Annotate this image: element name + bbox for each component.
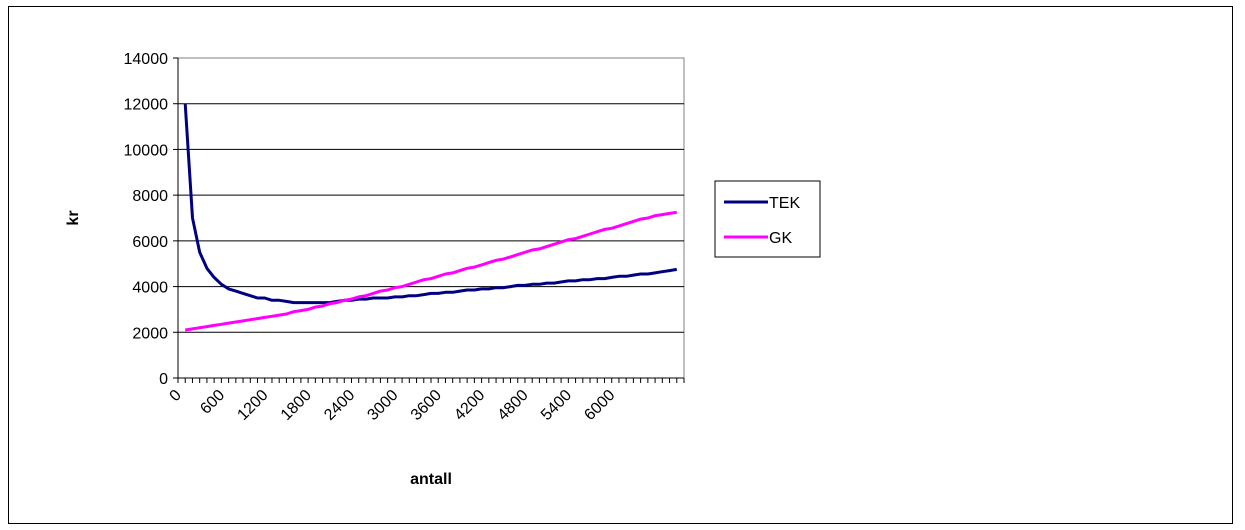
- y-tick-label: 6000: [132, 234, 168, 251]
- y-tick-label: 0: [159, 371, 168, 388]
- legend-label-gk: GK: [769, 230, 792, 247]
- series-layer: [183, 103, 678, 332]
- series-line-gk: [184, 210, 678, 332]
- y-tick-label: 2000: [132, 325, 168, 342]
- x-tick-label: 3600: [408, 387, 445, 424]
- x-tick-label: 3000: [364, 387, 401, 424]
- x-tick-label: 4200: [451, 387, 488, 424]
- x-tick-label: 6000: [581, 387, 618, 424]
- y-tick-label: 8000: [132, 188, 168, 205]
- x-axis: 0 600 1200 1800 2400 3000 3600 4200 4800 5400 6000: [167, 377, 685, 424]
- y-tick-label: 14000: [124, 51, 169, 68]
- y-axis-title: kr: [65, 210, 82, 225]
- series-line-tek: [183, 103, 678, 305]
- gridlines: [178, 103, 684, 333]
- y-tick-label: 12000: [124, 97, 169, 114]
- legend: TEK GK: [714, 180, 821, 258]
- x-tick-label: 2400: [321, 387, 358, 424]
- y-tick-label: 10000: [124, 142, 169, 159]
- x-axis-title: antall: [410, 471, 452, 488]
- x-tick-label: 600: [197, 387, 228, 418]
- y-axis: 0 2000 4000 6000 8000 10000 12000 14000: [124, 51, 179, 388]
- x-tick-label: 4800: [495, 387, 532, 424]
- x-tick-label: 5400: [538, 387, 575, 424]
- legend-label-tek: TEK: [769, 195, 800, 212]
- x-tick-label: 0: [167, 387, 185, 405]
- y-tick-label: 4000: [132, 280, 168, 297]
- x-tick-label: 1200: [234, 387, 271, 424]
- plot-area: [177, 57, 685, 379]
- legend-box: [714, 180, 821, 258]
- x-tick-label: 1800: [278, 387, 315, 424]
